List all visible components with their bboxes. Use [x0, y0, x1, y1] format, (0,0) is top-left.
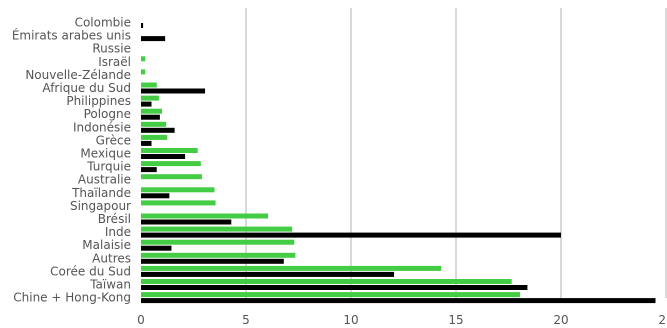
green-bar: [141, 239, 295, 245]
green-bar: [141, 292, 521, 298]
green-bar: [141, 200, 216, 206]
black-bar: [141, 285, 528, 290]
category-label: Taïwan: [89, 278, 131, 292]
category-label: Afrique du Sud: [42, 81, 131, 95]
x-axis-tick-labels: 0 5 10 15 20 25: [137, 313, 667, 327]
green-bar: [141, 108, 162, 114]
green-bar: [141, 148, 198, 153]
green-bar: [141, 134, 168, 140]
green-bar: [141, 213, 269, 219]
x-tick-label-5: 5: [242, 313, 250, 327]
category-label: Pologne: [84, 107, 131, 121]
black-bar: [141, 88, 206, 94]
category-label: Malaisie: [82, 238, 131, 252]
category-label: Inde: [105, 225, 131, 239]
category-label: Indonésie: [73, 120, 131, 134]
black-bar: [141, 154, 186, 159]
category-label: Russie: [92, 42, 131, 56]
green-bar: [141, 56, 146, 62]
category-label: Émirats arabes unis: [12, 28, 131, 43]
gridlines: [245, 8, 667, 298]
green-bar: [141, 252, 296, 258]
bars: [141, 23, 656, 304]
green-bar: [141, 161, 201, 167]
black-bar: [141, 140, 152, 146]
green-bar: [141, 174, 202, 180]
black-bar: [141, 193, 170, 199]
green-bar: [141, 121, 167, 127]
x-tick-label-15: 15: [448, 313, 463, 327]
green-bar: [141, 265, 442, 271]
black-bar: [141, 167, 157, 173]
black-bar: [141, 219, 232, 225]
black-bar: [141, 101, 152, 107]
black-bar: [141, 23, 144, 28]
category-label: Corée du Sud: [50, 264, 131, 278]
category-label: Israël: [98, 55, 131, 69]
category-label: Singapour: [70, 199, 131, 213]
green-bar: [141, 279, 512, 284]
category-label: Autres: [92, 251, 131, 265]
black-bar: [141, 298, 656, 304]
x-tick-label-10: 10: [343, 313, 358, 327]
black-bar: [141, 114, 160, 120]
green-bar: [141, 69, 146, 75]
black-bar: [141, 258, 284, 264]
black-bar: [141, 245, 172, 251]
category-label: Mexique: [80, 147, 131, 161]
category-label: Thaïlande: [71, 186, 131, 200]
black-bar: [141, 232, 561, 238]
category-label: Australie: [78, 173, 131, 187]
category-label: Colombie: [75, 16, 131, 30]
category-label: Nouvelle-Zélande: [25, 68, 131, 82]
category-label: Turquie: [86, 160, 131, 174]
category-label: Chine + Hong-Kong: [13, 291, 131, 305]
black-bar: [141, 127, 175, 133]
green-bar: [141, 95, 159, 101]
category-label: Philippines: [66, 94, 131, 108]
x-tick-label-0: 0: [137, 313, 145, 327]
green-bar: [141, 226, 293, 232]
green-bar: [141, 187, 215, 193]
x-tick-label-25: 25: [658, 313, 667, 327]
category-label: Brésil: [98, 212, 131, 226]
green-bar: [141, 82, 157, 88]
black-bar: [141, 271, 395, 277]
x-tick-label-20: 20: [553, 313, 568, 327]
category-label: Grèce: [96, 133, 131, 147]
black-bar: [141, 36, 166, 42]
